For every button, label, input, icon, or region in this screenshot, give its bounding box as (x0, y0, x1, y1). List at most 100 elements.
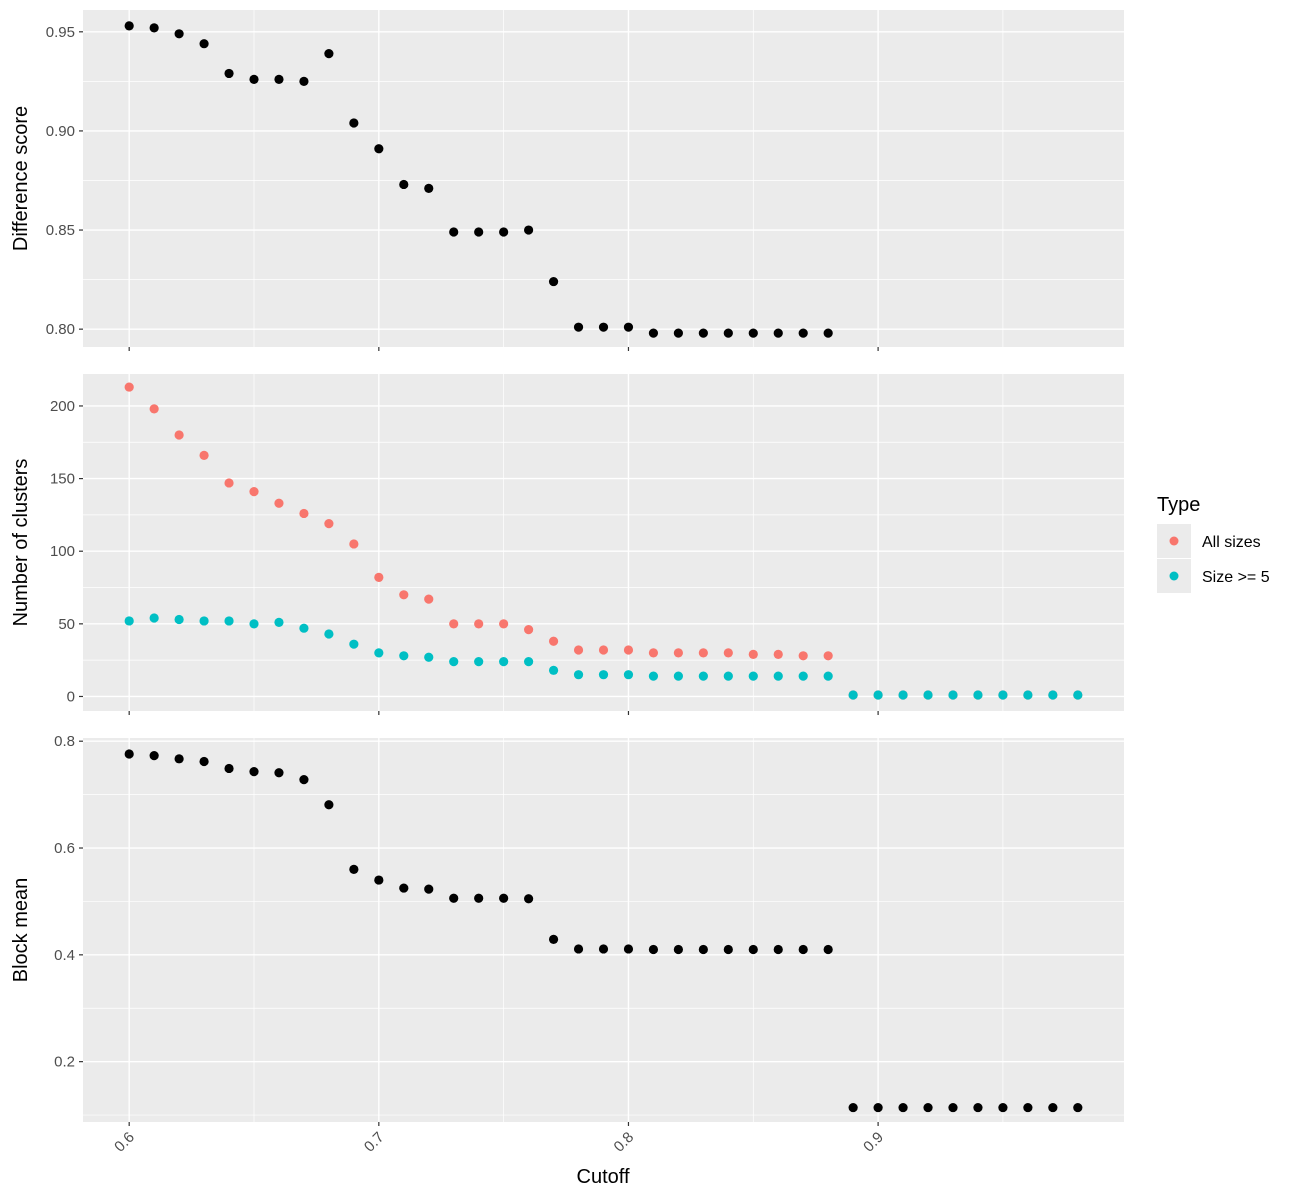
data-point (548, 934, 559, 944)
data-point (124, 21, 134, 31)
data-point (923, 1102, 933, 1113)
data-point (923, 690, 933, 700)
y-tick-label: 100 (50, 543, 75, 560)
data-point (673, 648, 683, 658)
series-1 (124, 21, 833, 338)
data-point (848, 690, 858, 700)
data-point (1048, 1102, 1058, 1113)
data-point (199, 450, 209, 460)
y-tick-label: 0.90 (46, 123, 75, 140)
data-point (499, 619, 509, 629)
data-point (124, 616, 134, 626)
data-point (449, 893, 459, 903)
data-point (249, 619, 259, 629)
y-tick-label: 0.80 (46, 321, 75, 338)
data-point (798, 671, 808, 681)
data-point (673, 671, 683, 681)
legend-title: Type (1157, 494, 1200, 516)
data-point (424, 884, 434, 894)
y-tick-label: 0.2 (54, 1054, 75, 1071)
data-point (249, 767, 259, 777)
data-point (648, 328, 659, 338)
data-point (998, 1102, 1008, 1113)
data-point (374, 875, 384, 885)
legend-label-size-ge-5: Size >= 5 (1202, 569, 1270, 586)
data-point (823, 328, 833, 338)
data-point (474, 227, 484, 237)
data-point (174, 29, 184, 39)
data-point (524, 894, 534, 904)
data-point (124, 382, 134, 392)
y-tick-label: 50 (58, 616, 75, 633)
y-axis-title: Number of clusters (10, 459, 32, 627)
data-point (573, 670, 584, 680)
y-tick-label: 0.85 (46, 222, 75, 239)
data-point (723, 671, 733, 681)
y-tick-label: 0.8 (54, 733, 75, 750)
data-point (449, 227, 459, 237)
data-point (374, 144, 384, 154)
data-point (773, 944, 783, 955)
data-point (149, 613, 159, 623)
data-point (249, 487, 259, 497)
data-point (748, 671, 758, 681)
data-point (424, 594, 434, 604)
series-1 (124, 749, 1083, 1113)
data-point (499, 893, 509, 903)
panel-background (83, 10, 1124, 347)
data-point (773, 328, 783, 338)
data-point (524, 225, 534, 235)
data-point (648, 648, 659, 658)
data-point (548, 665, 559, 675)
data-point (224, 68, 234, 79)
data-point (274, 617, 284, 627)
data-point (199, 39, 209, 49)
data-point (798, 328, 808, 338)
data-point (598, 322, 609, 332)
data-point (623, 944, 634, 954)
data-point (823, 651, 833, 661)
data-point (324, 49, 334, 59)
data-point (474, 893, 484, 903)
data-point (274, 768, 284, 778)
data-point (424, 652, 434, 662)
data-point (673, 328, 683, 338)
data-point (698, 944, 708, 955)
panel-1: 0.80 0.85 0.90 0.95 Difference score (10, 10, 1124, 351)
data-point (898, 690, 908, 700)
data-point (424, 183, 434, 194)
data-point (474, 619, 484, 629)
data-point (773, 649, 783, 659)
x-axis-title: Cutoff (577, 1166, 630, 1188)
y-tick-label: 0 (67, 688, 75, 705)
data-point (698, 671, 708, 681)
data-point (149, 404, 159, 414)
data-point (673, 944, 683, 955)
data-point (798, 944, 808, 955)
data-point (524, 657, 534, 667)
data-point (998, 690, 1008, 700)
data-point (524, 625, 534, 635)
data-point (449, 619, 459, 629)
data-point (798, 651, 808, 661)
data-point (848, 1102, 858, 1113)
legend-key-all-sizes (1169, 536, 1179, 546)
y-axis-title: Block mean (10, 878, 32, 983)
data-point (399, 179, 409, 190)
data-point (374, 572, 384, 582)
data-point (973, 1102, 983, 1113)
data-point (474, 657, 484, 667)
data-point (948, 690, 958, 700)
data-point (124, 749, 134, 759)
data-point (199, 616, 209, 626)
legend: Type All sizes Size >= 5 (1157, 494, 1270, 593)
data-point (324, 800, 334, 810)
series-2 (124, 613, 1083, 700)
x-tick-label: 0.7 (361, 1129, 388, 1156)
data-point (573, 645, 584, 655)
data-point (823, 671, 833, 681)
data-point (324, 629, 334, 639)
data-point (399, 651, 409, 661)
data-point (1023, 690, 1033, 700)
data-point (224, 616, 234, 626)
